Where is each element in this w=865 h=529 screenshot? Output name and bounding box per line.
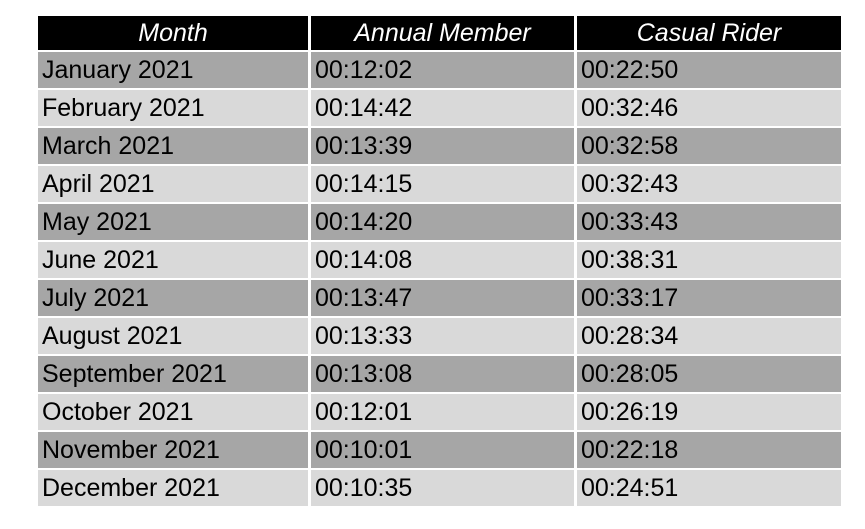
- table-row: August 2021 00:13:33 00:28:34: [38, 318, 841, 354]
- month-cell: August 2021: [38, 318, 308, 354]
- table-row: June 2021 00:14:08 00:38:31: [38, 242, 841, 278]
- header-annual-member: Annual Member: [311, 16, 574, 50]
- table-row: October 2021 00:12:01 00:26:19: [38, 394, 841, 430]
- table-row: March 2021 00:13:39 00:32:58: [38, 128, 841, 164]
- casual-rider-cell: 00:32:58: [577, 128, 841, 164]
- annual-member-cell: 00:10:01: [311, 432, 574, 468]
- annual-member-cell: 00:13:39: [311, 128, 574, 164]
- casual-rider-cell: 00:26:19: [577, 394, 841, 430]
- month-cell: September 2021: [38, 356, 308, 392]
- table-row: September 2021 00:13:08 00:28:05: [38, 356, 841, 392]
- casual-rider-cell: 00:28:05: [577, 356, 841, 392]
- ride-duration-table: Month Annual Member Casual Rider January…: [35, 14, 844, 508]
- casual-rider-cell: 00:22:18: [577, 432, 841, 468]
- table-row: May 2021 00:14:20 00:33:43: [38, 204, 841, 240]
- annual-member-cell: 00:13:08: [311, 356, 574, 392]
- casual-rider-cell: 00:38:31: [577, 242, 841, 278]
- table-row: February 2021 00:14:42 00:32:46: [38, 90, 841, 126]
- annual-member-cell: 00:14:08: [311, 242, 574, 278]
- annual-member-cell: 00:12:01: [311, 394, 574, 430]
- casual-rider-cell: 00:32:43: [577, 166, 841, 202]
- month-cell: February 2021: [38, 90, 308, 126]
- table-row: December 2021 00:10:35 00:24:51: [38, 470, 841, 506]
- annual-member-cell: 00:13:33: [311, 318, 574, 354]
- casual-rider-cell: 00:32:46: [577, 90, 841, 126]
- casual-rider-cell: 00:22:50: [577, 52, 841, 88]
- header-month: Month: [38, 16, 308, 50]
- month-cell: March 2021: [38, 128, 308, 164]
- month-cell: October 2021: [38, 394, 308, 430]
- table-row: July 2021 00:13:47 00:33:17: [38, 280, 841, 316]
- casual-rider-cell: 00:28:34: [577, 318, 841, 354]
- month-cell: January 2021: [38, 52, 308, 88]
- month-cell: April 2021: [38, 166, 308, 202]
- ride-duration-table-container: Month Annual Member Casual Rider January…: [38, 16, 841, 506]
- annual-member-cell: 00:13:47: [311, 280, 574, 316]
- month-cell: December 2021: [38, 470, 308, 506]
- annual-member-cell: 00:14:20: [311, 204, 574, 240]
- casual-rider-cell: 00:33:43: [577, 204, 841, 240]
- casual-rider-cell: 00:24:51: [577, 470, 841, 506]
- annual-member-cell: 00:14:15: [311, 166, 574, 202]
- casual-rider-cell: 00:33:17: [577, 280, 841, 316]
- table-header-row: Month Annual Member Casual Rider: [38, 16, 841, 50]
- annual-member-cell: 00:12:02: [311, 52, 574, 88]
- month-cell: May 2021: [38, 204, 308, 240]
- annual-member-cell: 00:14:42: [311, 90, 574, 126]
- month-cell: June 2021: [38, 242, 308, 278]
- table-row: January 2021 00:12:02 00:22:50: [38, 52, 841, 88]
- table-row: April 2021 00:14:15 00:32:43: [38, 166, 841, 202]
- month-cell: July 2021: [38, 280, 308, 316]
- table-row: November 2021 00:10:01 00:22:18: [38, 432, 841, 468]
- month-cell: November 2021: [38, 432, 308, 468]
- header-casual-rider: Casual Rider: [577, 16, 841, 50]
- annual-member-cell: 00:10:35: [311, 470, 574, 506]
